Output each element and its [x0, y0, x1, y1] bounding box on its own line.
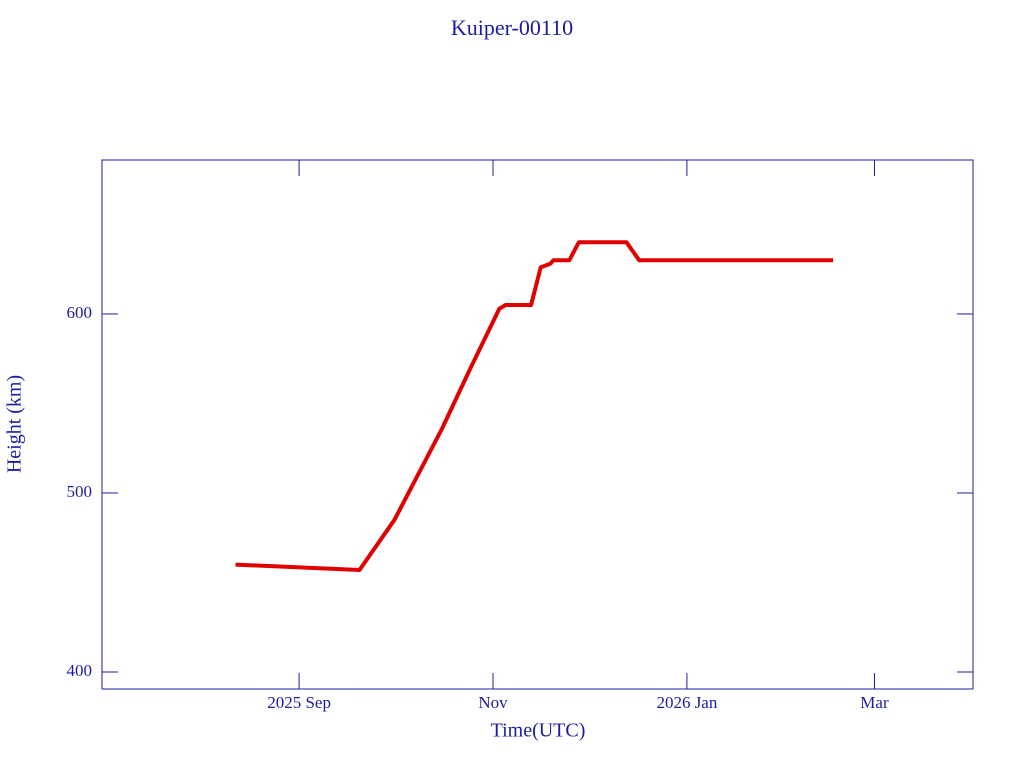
- x-axis-label: Time(UTC): [491, 720, 586, 742]
- x-tick-label: Mar: [860, 693, 889, 712]
- x-tick-label: 2026 Jan: [656, 693, 717, 712]
- y-tick-label: 500: [67, 482, 93, 501]
- y-tick-label: 600: [67, 303, 93, 322]
- y-tick-label: 400: [67, 661, 93, 680]
- y-axis-label: Height (km): [4, 375, 26, 473]
- chart-title: Kuiper-00110: [451, 15, 573, 40]
- plot-frame: [101, 159, 974, 690]
- x-tick-label: 2025 Sep: [267, 693, 331, 712]
- x-tick-label: Nov: [478, 693, 508, 712]
- series-line: [235, 240, 834, 572]
